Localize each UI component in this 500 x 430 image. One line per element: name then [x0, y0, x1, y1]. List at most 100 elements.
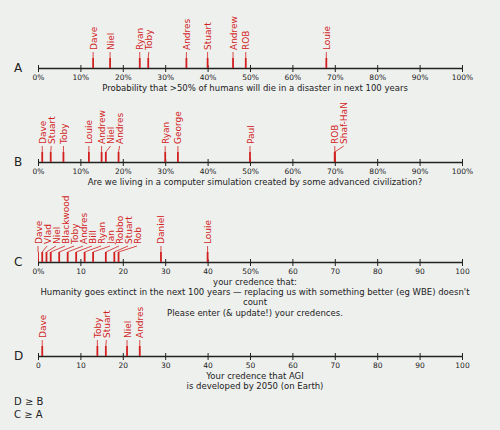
tick-label: 20%	[115, 73, 132, 82]
tick-mark	[292, 159, 293, 166]
tick-mark	[38, 353, 39, 360]
credence-mark	[41, 346, 43, 356]
credence-mark	[58, 252, 60, 262]
name-label: ROB	[241, 30, 251, 50]
tick: 10	[76, 353, 86, 370]
leader	[207, 246, 208, 252]
leader	[88, 146, 89, 152]
note: Please enter (& update!) your credences.	[167, 308, 343, 318]
credence-mark	[105, 252, 107, 262]
board: A0%10%20%30%40%50%60%70%80%90%100%DaveNi…	[0, 0, 500, 430]
name-labels: DaveVladNielBlackwoodTobyAndresBillRyanJ…	[34, 196, 214, 252]
credence-mark	[109, 58, 111, 68]
credence-mark	[50, 152, 52, 162]
tick-mark	[38, 159, 39, 166]
tick-label: 10%	[73, 167, 90, 176]
credence-mark	[41, 252, 43, 262]
tick-label: 40%	[200, 73, 217, 82]
tick-mark	[462, 353, 463, 360]
tick: 40%	[200, 159, 217, 176]
tick: 70	[331, 353, 341, 370]
tick: 50	[246, 353, 256, 370]
tick-label: 10	[76, 361, 86, 370]
tick-label: 80%	[369, 167, 386, 176]
panel-letter: D	[14, 349, 23, 363]
tick: 100%	[452, 159, 473, 176]
tick-mark	[420, 259, 421, 266]
name-label: Toby	[59, 123, 69, 145]
tick: 60	[288, 353, 298, 370]
x-axis: 0%1020304050%60708090100	[33, 259, 470, 276]
credence-mark	[177, 152, 179, 162]
tick: 50%	[242, 65, 259, 82]
leader	[59, 246, 74, 252]
credence-mark	[38, 252, 39, 262]
tick-mark	[250, 259, 251, 266]
panel: D0102030405060708090100DaveTobyStuartNie…	[14, 306, 470, 391]
name-label: Dave	[38, 314, 48, 338]
tick: 60%	[285, 159, 302, 176]
tick: 80%	[369, 65, 386, 82]
tick-label: 10	[76, 267, 86, 276]
tick: 90%	[412, 159, 429, 176]
name-label: Rob	[133, 227, 143, 244]
tick: 30%	[157, 65, 174, 82]
tick: 70%	[327, 65, 344, 82]
leader	[42, 340, 43, 346]
leader	[119, 246, 137, 252]
leader	[110, 52, 111, 58]
tick: 60	[288, 259, 298, 276]
tick-mark	[208, 353, 209, 360]
tick-mark	[38, 65, 39, 72]
leader	[250, 146, 251, 152]
tick: 90%	[412, 65, 429, 82]
caption: your credence that:	[213, 277, 297, 287]
name-labels: DaveStuartTobyLouieAndrewNielAndresRyanG…	[38, 102, 350, 152]
credence-mark	[113, 252, 115, 262]
leader	[127, 340, 128, 346]
leader	[101, 146, 102, 152]
leader	[165, 146, 166, 152]
tick-mark	[335, 259, 336, 266]
caption-line: Humanity goes extinct in the next 100 ye…	[40, 287, 470, 297]
tick: 0	[36, 353, 41, 370]
name-label: Andres	[182, 18, 192, 50]
leader	[148, 52, 150, 58]
credence-mark	[67, 252, 69, 262]
credence-mark	[232, 58, 234, 68]
tick-label: 70%	[327, 167, 344, 176]
tick-label: 90%	[412, 73, 429, 82]
tick-label: 40	[203, 267, 213, 276]
leader	[42, 246, 47, 252]
tick-label: 70	[331, 361, 341, 370]
leader	[97, 340, 98, 346]
caption-line: Probability that >50% of humans will die…	[102, 83, 408, 93]
name-label: Louie	[322, 25, 332, 50]
credence-mark	[245, 58, 247, 68]
marks	[42, 152, 335, 162]
tick-label: 50%	[242, 267, 259, 276]
tick-mark	[80, 159, 81, 166]
tick-mark	[292, 353, 293, 360]
leader	[85, 246, 101, 252]
tick-mark	[123, 159, 124, 166]
x-axis: 0%10%20%30%40%50%60%70%80%90%100%	[33, 65, 474, 82]
leader	[160, 246, 161, 252]
leader	[119, 146, 120, 152]
tick: 20%	[115, 65, 132, 82]
tick-label: 30	[161, 361, 171, 370]
leader	[186, 52, 187, 58]
panel: C0%1020304050%60708090100DaveVladNielBla…	[14, 196, 470, 307]
tick-label: 40	[203, 361, 213, 370]
tick: 90	[415, 259, 425, 276]
credence-mark	[139, 58, 141, 68]
tick: 40	[203, 353, 213, 370]
name-label: Shaf-HaN	[339, 102, 349, 144]
credence-mark	[101, 152, 103, 162]
tick: 100%	[452, 65, 473, 82]
credence-mark	[139, 346, 141, 356]
caption: Probability that >50% of humans will die…	[102, 83, 408, 93]
name-label: Stuart	[203, 22, 213, 50]
name-label: Niel	[106, 33, 116, 50]
name-labels: DaveTobyStuartNielAndres	[38, 306, 146, 346]
